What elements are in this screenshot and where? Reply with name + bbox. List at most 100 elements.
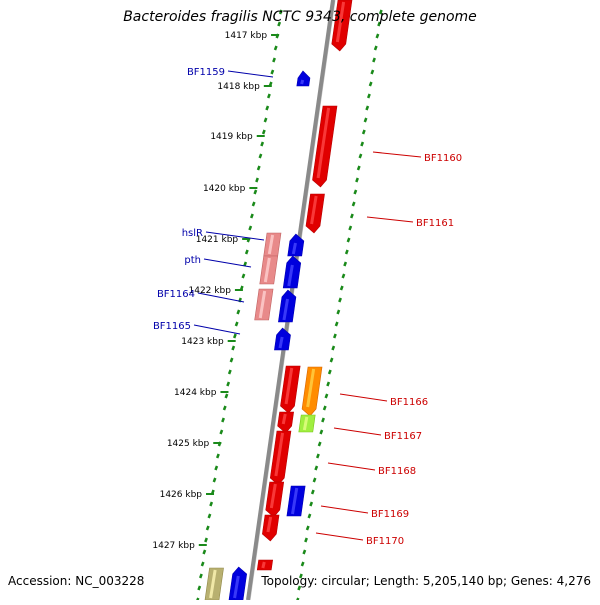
ruler-dot [309, 501, 314, 507]
gene-label-hslr-leader [205, 231, 265, 241]
gene-feature-shine [261, 561, 266, 569]
accession-text: Accession: NC_003228 [8, 574, 145, 588]
ruler-dot [205, 525, 210, 531]
ruler-label: 1417 kbp [225, 31, 268, 41]
gene-label-bf1165-leader [193, 324, 241, 335]
ruler-dot [375, 33, 380, 39]
ruler-label: 1418 kbp [217, 82, 260, 92]
gene-feature [265, 481, 285, 518]
ruler-dot [377, 21, 382, 27]
ruler-dot [358, 153, 363, 159]
ruler-label: 1427 kbp [152, 541, 195, 551]
ruler-dot [236, 309, 241, 315]
ruler-dot [299, 573, 303, 579]
ruler-dot [346, 237, 351, 243]
gene-feature-shine [284, 367, 294, 405]
ruler-label: 1424 kbp [174, 388, 217, 398]
ruler-dot [378, 9, 383, 15]
ruler-dot [197, 585, 202, 591]
ruler-dot [224, 393, 229, 399]
ruler-dot [329, 357, 334, 363]
ruler-dot [244, 249, 249, 255]
ruler-dot [260, 141, 265, 147]
ruler-dot [373, 45, 378, 51]
ruler-dot [326, 381, 331, 387]
ruler-dot [304, 537, 308, 543]
gene-feature-shine [263, 257, 271, 283]
gene-label-bf1164-leader [197, 292, 245, 303]
ruler-label: 1426 kbp [160, 490, 203, 500]
gene-feature-shine [310, 195, 318, 225]
ruler-label: 1420 kbp [203, 184, 246, 194]
ruler-dot [367, 93, 371, 99]
gene-feature-shine [258, 290, 267, 319]
gene-label-bf1167-leader [333, 427, 382, 436]
ruler-dot [363, 117, 368, 123]
gene-label-pth: pth [184, 255, 201, 266]
gene-feature-shine [335, 1, 346, 43]
ruler-dot [222, 405, 227, 411]
ruler-dot [360, 141, 365, 147]
ruler-dot [316, 453, 320, 459]
gene-feature-shine [266, 516, 273, 533]
ruler-dot [353, 189, 358, 195]
ruler-dot [336, 309, 341, 315]
ruler-dot [231, 345, 236, 351]
gene-label-bf1164: BF1164 [157, 289, 195, 300]
gene-feature-shine [267, 234, 275, 255]
ruler-dot [339, 285, 344, 291]
topology-text: Topology: circular; Length: 5,205,140 bp… [261, 574, 591, 588]
ruler-dot [334, 321, 339, 327]
gene-label-bf1159: BF1159 [187, 67, 225, 78]
ruler-dot [351, 201, 356, 207]
gene-feature-shine [278, 336, 284, 349]
gene-label-bf1160-leader [372, 151, 422, 158]
ruler-dot [314, 465, 319, 471]
ruler-dot [251, 201, 256, 207]
ruler-dot [199, 573, 203, 579]
ruler-dot [255, 177, 259, 183]
gene-feature-shine [287, 264, 294, 287]
ruler-label: 1423 kbp [181, 337, 224, 347]
ruler-dot [258, 153, 263, 159]
ruler-dot [243, 261, 248, 267]
ruler-dot [227, 369, 232, 375]
ruler-dot [324, 393, 329, 399]
gene-feature-shine [302, 416, 309, 431]
ruler-dot [317, 441, 322, 447]
gene-label-bf1161-leader [366, 216, 414, 223]
gene-feature-shine [233, 575, 240, 599]
ruler-dot [322, 405, 327, 411]
ruler-dot [327, 369, 332, 375]
gene-feature-shine [300, 79, 305, 85]
gene-label-bf1167: BF1167 [384, 431, 422, 442]
gene-feature-shine [316, 107, 331, 179]
gene-label-bf1168-leader [327, 462, 376, 471]
gene-label-bf1160: BF1160 [424, 153, 462, 164]
ruler-dot [263, 117, 268, 123]
ruler-dot [333, 333, 337, 339]
genome-title: Bacteroides fragilis NCTC 9343, complete… [123, 9, 477, 25]
ruler-dot [368, 81, 373, 87]
gene-feature-shine [291, 487, 299, 515]
gene-label-bf1166-leader [339, 393, 388, 402]
gene-label-bf1161: BF1161 [416, 218, 454, 229]
ruler-dot [234, 321, 239, 327]
ruler-dot [216, 453, 220, 459]
ruler-dot [365, 105, 370, 111]
ruler-dot [370, 69, 375, 75]
ruler-dot [297, 585, 302, 591]
gene-feature-shine [282, 298, 290, 321]
ruler-dot [261, 129, 266, 135]
ruler-dot [253, 189, 258, 195]
ruler-dot [277, 21, 282, 27]
ruler-dot [202, 549, 207, 555]
ruler-dot [300, 561, 305, 567]
gene-feature [262, 514, 280, 542]
ruler-dot [350, 213, 354, 219]
ruler-dot [305, 525, 310, 531]
ruler-dot [302, 549, 307, 555]
ruler-dot [344, 249, 349, 255]
ruler-dot [200, 561, 205, 567]
